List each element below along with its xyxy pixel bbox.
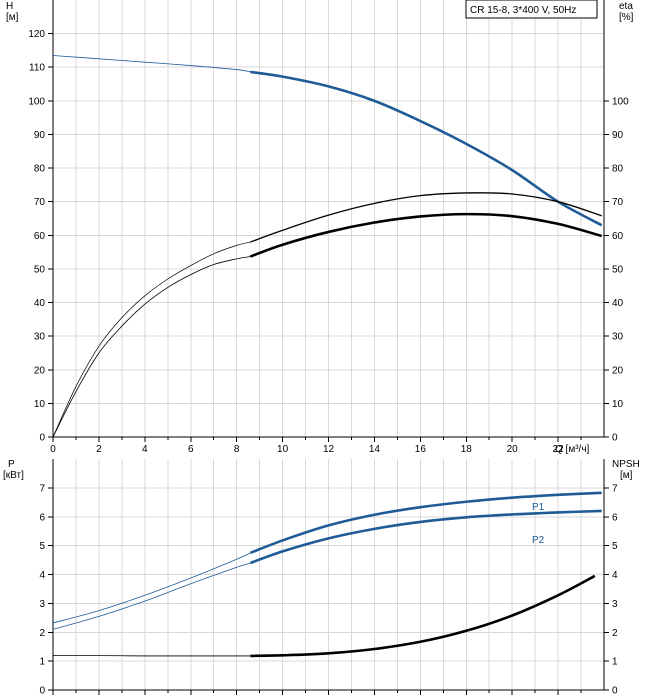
bottom-panel-grid (53, 459, 604, 690)
top-left-axis-title: H (6, 1, 13, 12)
tick-label-left: 1 (39, 657, 45, 668)
bottom-left-axis-title: P (8, 459, 15, 470)
tick-label-x: 16 (415, 444, 427, 455)
curve-eta-thin-operating (250, 192, 602, 243)
tick-label-left: 2 (39, 628, 45, 639)
x-axis-title: Q [м³/ч] (555, 444, 590, 455)
tick-label-left: 0 (39, 433, 45, 444)
tick-label-left: 5 (39, 541, 45, 552)
tick-label-left: 10 (34, 399, 46, 410)
pump-label: CR 15-8, 3*400 V, 50Hz (470, 5, 576, 16)
tick-label-right: 7 (612, 483, 618, 494)
tick-label-x: 0 (50, 444, 56, 455)
tick-label-left: 60 (34, 231, 46, 242)
tick-label-right: 5 (612, 541, 618, 552)
tick-label-right: 40 (612, 298, 624, 309)
tick-label-x: 18 (461, 444, 473, 455)
tick-label-right: 0 (612, 433, 618, 444)
tick-label-left: 7 (39, 483, 45, 494)
tick-label-right: 100 (612, 96, 629, 107)
bottom-panel-curves (52, 491, 602, 658)
tick-label-right: 60 (612, 231, 624, 242)
tick-label-right: 80 (612, 164, 624, 175)
pump-label-box (465, 0, 598, 19)
tick-label-x: 22 (553, 444, 565, 455)
tick-label-right: 70 (612, 197, 624, 208)
tick-label-right: 0 (612, 686, 618, 697)
top-left-axis-unit: [м] (6, 12, 19, 23)
curve-p1-extended (52, 552, 251, 624)
top-right-axis-title: eta (619, 1, 633, 12)
curve-npsh-operating (250, 574, 596, 658)
curve-p1-operating (249, 491, 602, 555)
bottom-right-axis-unit: [м] (620, 470, 633, 481)
top-panel-curves (52, 55, 603, 438)
tick-label-x: 4 (142, 444, 148, 455)
bottom-panel-axes: 0 1 2 3 4 5 6 7 0 1 2 3 4 5 6 7 (39, 459, 618, 697)
tick-label-right: 30 (612, 332, 624, 343)
tick-label-x: 8 (234, 444, 240, 455)
tick-label-x: 2 (96, 444, 102, 455)
tick-label-right: 1 (612, 657, 618, 668)
tick-label-right: 3 (612, 599, 618, 610)
tick-label-x: 20 (507, 444, 519, 455)
bottom-right-axis-title: NPSH (612, 459, 640, 470)
tick-label-left: 70 (34, 197, 46, 208)
series-label-p1: P1 (532, 502, 545, 513)
tick-label-x: 14 (369, 444, 381, 455)
top-panel-grid (53, 0, 604, 437)
tick-label-left: 4 (39, 570, 45, 581)
tick-label-x: 12 (323, 444, 335, 455)
tick-label-right: 20 (612, 365, 624, 376)
top-panel-axes: 0102030405060708090100110120010203040506… (28, 0, 629, 455)
tick-label-right: 6 (612, 512, 618, 523)
tick-label-left: 30 (34, 332, 46, 343)
tick-label-left: 90 (34, 130, 46, 141)
bottom-left-axis-unit: [кВт] (3, 470, 24, 481)
tick-label-left: 40 (34, 298, 46, 309)
curve-h-operating (250, 70, 603, 227)
tick-label-left: 20 (34, 365, 46, 376)
tick-label-left: 0 (39, 686, 45, 697)
curve-p2-operating (250, 509, 602, 565)
tick-label-right: 2 (612, 628, 618, 639)
tick-label-x: 10 (277, 444, 289, 455)
tick-label-right: 10 (612, 399, 624, 410)
series-label-p2: P2 (532, 535, 545, 546)
tick-label-left: 3 (39, 599, 45, 610)
tick-label-left: 6 (39, 512, 45, 523)
tick-label-right: 4 (612, 570, 618, 581)
curve-eta-thick-extended (52, 256, 251, 438)
top-right-axis-unit: [%] (619, 12, 634, 23)
tick-label-right: 90 (612, 130, 624, 141)
tick-label-left: 100 (28, 96, 45, 107)
tick-label-left: 110 (29, 63, 45, 74)
tick-label-x: 6 (188, 444, 194, 455)
tick-label-left: 80 (34, 164, 46, 175)
curve-eta-thin-extended (52, 241, 251, 438)
curve-h-extended (52, 55, 251, 73)
tick-label-left: 50 (34, 264, 46, 275)
tick-label-right: 50 (612, 264, 624, 275)
tick-label-left: 120 (28, 29, 45, 40)
curve-eta-thick-operating (249, 212, 603, 258)
curve-p2-extended (52, 562, 251, 630)
